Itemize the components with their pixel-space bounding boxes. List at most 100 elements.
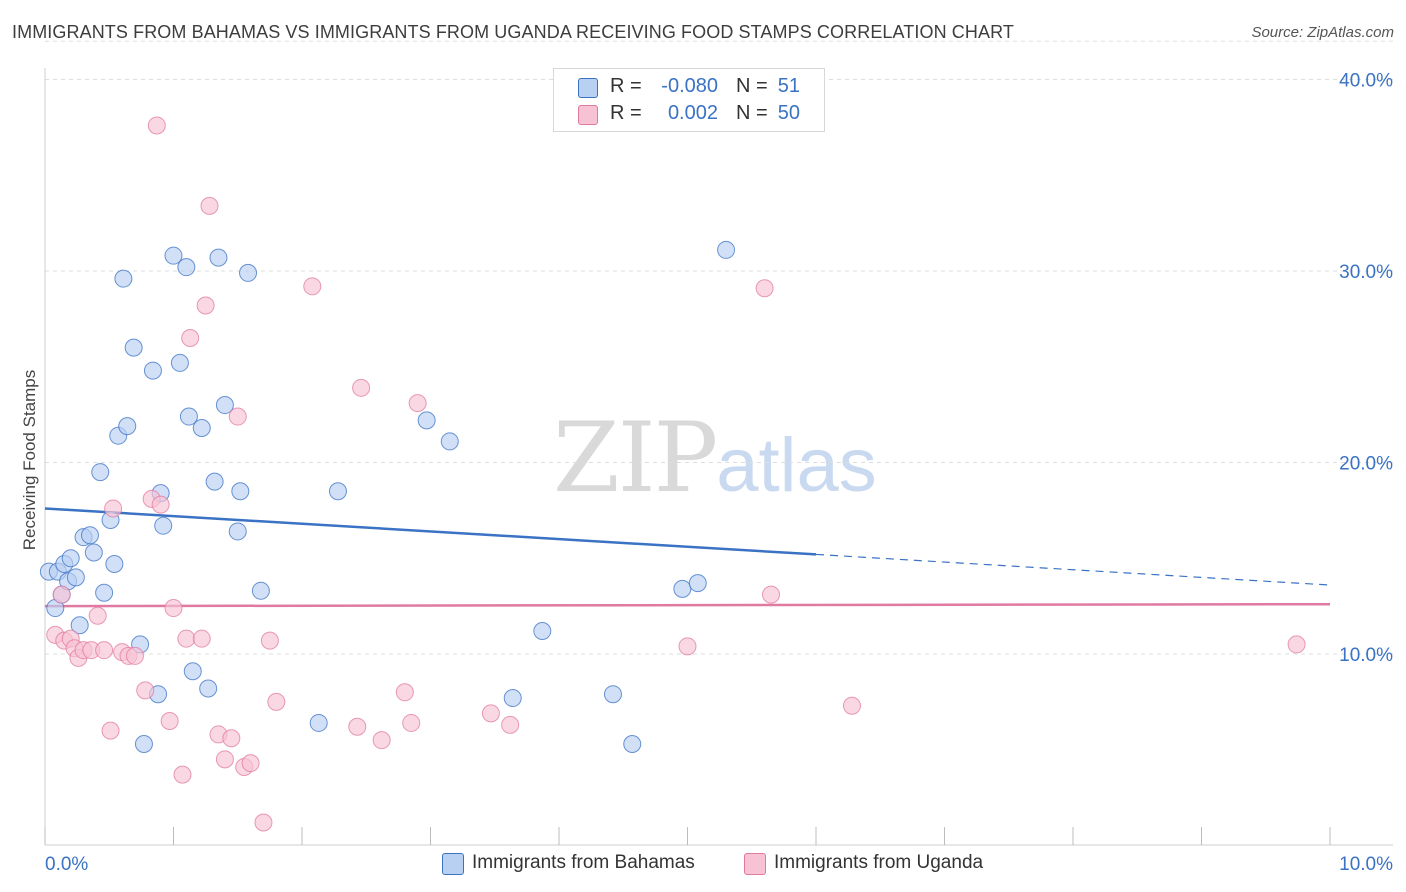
bahamas-trend-line — [44, 507, 817, 556]
uganda-point — [200, 196, 219, 215]
uganda-point — [348, 717, 367, 736]
uganda-point — [147, 116, 166, 135]
watermark-zip: ZIP — [553, 402, 718, 514]
bahamas-point — [164, 246, 183, 265]
bahamas-point — [440, 432, 459, 451]
r-value: 0.002 — [667, 102, 718, 124]
uganda-point — [395, 683, 414, 702]
uganda-point — [215, 750, 234, 769]
series-legend: Immigrants from Bahamas Immigrants from … — [0, 852, 1406, 878]
uganda-point — [1287, 635, 1306, 654]
bahamas-point — [673, 579, 692, 598]
uganda-point — [501, 715, 520, 734]
legend-label: Immigrants from Uganda — [774, 852, 984, 873]
uganda-point — [352, 378, 371, 397]
uganda-point — [52, 585, 71, 604]
axes — [44, 68, 1393, 846]
uganda-point — [762, 585, 781, 604]
bahamas-point — [95, 583, 114, 602]
bahamas-point — [124, 338, 143, 357]
bahamas-point — [623, 735, 642, 754]
uganda-point — [481, 704, 500, 723]
x-tick-label: 10.0% — [1339, 854, 1393, 875]
bahamas-point — [231, 482, 250, 501]
chart-title: IMMIGRANTS FROM BAHAMAS VS IMMIGRANTS FR… — [12, 22, 1014, 42]
bahamas-point — [114, 269, 133, 288]
uganda-point — [88, 606, 107, 625]
n-value: 50 — [777, 102, 800, 124]
uganda-point — [408, 394, 427, 413]
bahamas-point — [688, 574, 707, 593]
uganda-point — [196, 296, 215, 315]
bahamas-point — [105, 554, 124, 573]
x-tick-label: 0.0% — [45, 854, 88, 875]
watermark: ZIPatlas — [553, 402, 877, 514]
bahamas-point — [179, 407, 198, 426]
uganda-point — [241, 754, 260, 773]
uganda-point — [125, 646, 144, 665]
bahamas-point — [328, 482, 347, 501]
bahamas-point — [717, 240, 736, 259]
r-label: R = — [610, 75, 642, 97]
uganda-point — [101, 721, 120, 740]
watermark-atlas: atlas — [716, 423, 877, 508]
bahamas-point — [209, 248, 228, 267]
y-tick-label: 30.0% — [1339, 262, 1393, 283]
bahamas-point — [84, 543, 103, 562]
bahamas-point — [192, 419, 211, 438]
bahamas-point — [199, 679, 218, 698]
uganda-trend-line — [44, 602, 1331, 608]
bahamas-point — [215, 396, 234, 415]
uganda-point — [136, 681, 155, 700]
n-label: N = — [736, 102, 768, 124]
bahamas-point — [143, 361, 162, 380]
bahamas-point — [177, 258, 196, 277]
bahamas-point — [70, 616, 89, 635]
bahamas-point — [183, 662, 202, 681]
y-tick-label: 10.0% — [1339, 645, 1393, 666]
grid-lines — [45, 40, 1393, 655]
bahamas-point — [417, 411, 436, 430]
uganda-point — [228, 407, 247, 426]
bahamas-point — [118, 417, 137, 436]
uganda-point — [160, 712, 179, 731]
uganda-point — [303, 277, 322, 296]
uganda-point — [372, 731, 391, 750]
uganda-point — [755, 279, 774, 298]
uganda-point — [151, 495, 170, 514]
uganda-point — [402, 713, 421, 732]
bahamas-point — [80, 526, 99, 545]
bahamas-point — [503, 689, 522, 708]
uganda-point — [192, 629, 211, 648]
bahamas-point — [309, 713, 328, 732]
bahamas-point — [170, 353, 189, 372]
uganda-point — [173, 765, 192, 784]
legend-label: Immigrants from Bahamas — [472, 852, 695, 873]
y-tick-label: 20.0% — [1339, 454, 1393, 475]
bahamas-point — [61, 549, 80, 568]
uganda-point — [222, 729, 241, 748]
uganda-point — [164, 599, 183, 618]
correlation-legend: R = -0.080 N = 51 R = 0.002 N = 50 — [553, 68, 825, 132]
bahamas-point — [251, 581, 270, 600]
y-tick-label: 40.0% — [1339, 71, 1393, 92]
data-points — [39, 116, 1306, 832]
uganda-point — [842, 696, 861, 715]
n-label: N = — [736, 75, 768, 97]
uganda-point — [678, 637, 697, 656]
bahamas-point — [66, 568, 85, 587]
bahamas-trend-extension — [815, 553, 1331, 586]
tick-labels: 10.0% 20.0% 30.0% 40.0% 0.0% 10.0% — [45, 71, 1393, 876]
uganda-point — [181, 329, 200, 348]
uganda-swatch — [744, 853, 766, 875]
bahamas-point — [228, 522, 247, 541]
bahamas-point — [91, 463, 110, 482]
bahamas-point — [205, 472, 224, 491]
uganda-point — [254, 813, 273, 832]
bahamas-point — [154, 516, 173, 535]
bahamas-swatch — [442, 853, 464, 875]
trend-lines — [44, 507, 1331, 608]
uganda-swatch — [578, 105, 598, 125]
bahamas-point — [134, 735, 153, 754]
